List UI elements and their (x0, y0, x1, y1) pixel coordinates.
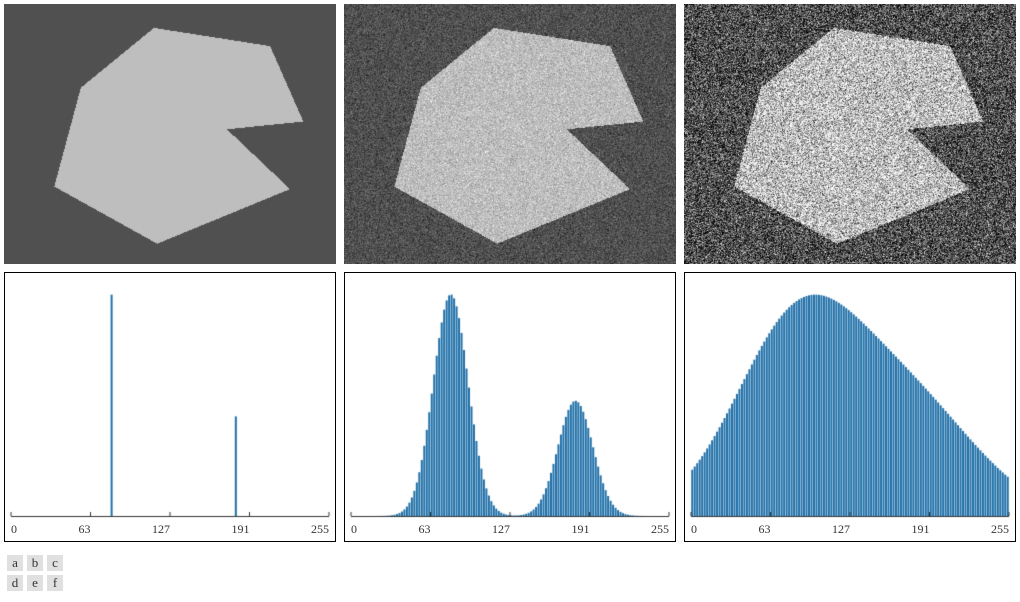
figure-grid: 0 63 127 191 255 0 63 127 191 255 0 63 1… (0, 0, 1020, 546)
x-axis-ticks: 0 63 127 191 255 (685, 520, 1015, 541)
subplot-label: d (6, 574, 24, 592)
x-axis-ticks: 0 63 127 191 255 (5, 520, 335, 541)
histogram-panel-e: 0 63 127 191 255 (344, 272, 676, 542)
image-panel-b (344, 4, 676, 264)
tick-label: 191 (912, 522, 930, 537)
image-canvas (344, 4, 676, 264)
histogram-canvas (345, 273, 675, 520)
tick-label: 63 (79, 522, 91, 537)
tick-label: 191 (572, 522, 590, 537)
subplot-label: e (26, 574, 44, 592)
subplot-label: a (6, 554, 24, 572)
image-canvas (4, 4, 336, 264)
histogram-canvas (5, 273, 335, 520)
tick-label: 255 (651, 522, 669, 537)
histogram-panel-d: 0 63 127 191 255 (4, 272, 336, 542)
tick-label: 127 (832, 522, 850, 537)
tick-label: 63 (759, 522, 771, 537)
tick-label: 0 (691, 522, 697, 537)
tick-label: 191 (232, 522, 250, 537)
tick-label: 0 (351, 522, 357, 537)
histogram-canvas (685, 273, 1015, 520)
image-panel-c (684, 4, 1016, 264)
tick-label: 63 (419, 522, 431, 537)
subplot-label-grid: a b c d e f (4, 552, 1016, 594)
x-axis-ticks: 0 63 127 191 255 (345, 520, 675, 541)
subplot-label: c (46, 554, 64, 572)
tick-label: 255 (311, 522, 329, 537)
subplot-label: f (46, 574, 64, 592)
tick-label: 127 (492, 522, 510, 537)
histogram-panel-f: 0 63 127 191 255 (684, 272, 1016, 542)
tick-label: 0 (11, 522, 17, 537)
image-panel-a (4, 4, 336, 264)
image-canvas (684, 4, 1016, 264)
tick-label: 127 (152, 522, 170, 537)
subplot-label: b (26, 554, 44, 572)
tick-label: 255 (991, 522, 1009, 537)
